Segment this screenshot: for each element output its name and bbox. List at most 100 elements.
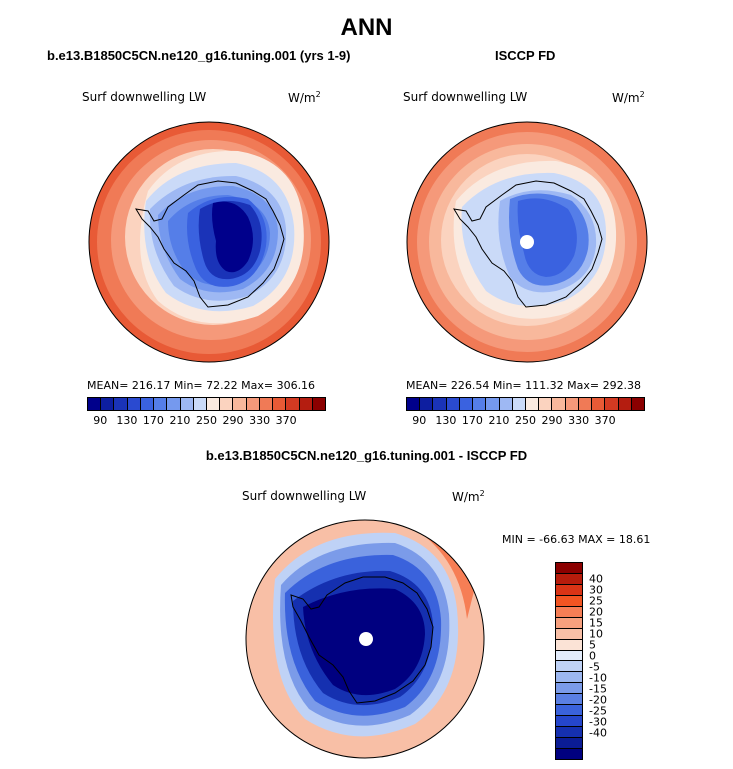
colorbar-tick-label: -30 bbox=[589, 715, 607, 728]
obs-polar-map bbox=[406, 121, 648, 363]
obs-stats: MEAN= 226.54 Min= 111.32 Max= 292.38 bbox=[406, 379, 642, 392]
colorbar-tick-label: -15 bbox=[589, 682, 607, 695]
colorbar-tick-label: 5 bbox=[589, 638, 596, 651]
colorbar-swatch bbox=[592, 398, 606, 410]
colorbar-tick-label: 20 bbox=[589, 605, 603, 618]
colorbar-swatch bbox=[556, 727, 582, 738]
colorbar-swatch bbox=[246, 398, 260, 410]
colorbar-swatch bbox=[556, 573, 582, 585]
colorbar-tick-label: 210 bbox=[169, 414, 191, 427]
colorbar-tick-label: 330 bbox=[249, 414, 271, 427]
colorbar-tick-label: -10 bbox=[589, 671, 607, 684]
colorbar-swatch bbox=[512, 398, 526, 410]
colorbar-swatch bbox=[88, 398, 102, 410]
diff-variable-label: Surf downwelling LW bbox=[242, 489, 367, 503]
colorbar-swatch bbox=[556, 606, 582, 618]
colorbar-swatch bbox=[220, 398, 234, 410]
colorbar-tick-label: 10 bbox=[589, 627, 603, 640]
colorbar-swatch bbox=[459, 398, 474, 410]
model-case-title: b.e13.B1850C5CN.ne120_g16.tuning.001 (yr… bbox=[47, 48, 351, 63]
colorbar-swatch bbox=[154, 398, 168, 410]
obs-colorbar-labels: 90 130 170 210 250 290 330 370 bbox=[406, 414, 645, 428]
colorbar-swatch bbox=[556, 639, 582, 651]
colorbar-swatch bbox=[167, 398, 181, 410]
model-variable-label: Surf downwelling LW bbox=[82, 90, 207, 104]
colorbar-swatch bbox=[556, 705, 582, 717]
pole-missing-data bbox=[359, 632, 373, 646]
colorbar-tick-label: 90 bbox=[93, 414, 108, 427]
colorbar-swatch bbox=[556, 716, 582, 728]
colorbar-swatch bbox=[525, 398, 540, 410]
colorbar-swatch bbox=[631, 398, 644, 410]
colorbar-swatch bbox=[446, 398, 460, 410]
colorbar-swatch bbox=[286, 398, 300, 410]
colorbar-swatch bbox=[473, 398, 487, 410]
antarctica-coastline bbox=[135, 180, 285, 308]
colorbar-swatch bbox=[420, 398, 434, 410]
obs-units-label: W/m2 bbox=[612, 90, 645, 105]
colorbar-swatch bbox=[605, 398, 619, 410]
colorbar-swatch bbox=[578, 398, 593, 410]
diff-polar-map bbox=[245, 519, 485, 759]
colorbar-tick-label: 210 bbox=[488, 414, 510, 427]
colorbar-swatch bbox=[552, 398, 566, 410]
colorbar-swatch bbox=[556, 584, 582, 596]
colorbar-swatch bbox=[556, 694, 582, 706]
colorbar-tick-label: 290 bbox=[541, 414, 563, 427]
colorbar-swatch bbox=[556, 661, 582, 673]
antarctica-coastline bbox=[453, 180, 603, 308]
obs-case-title: ISCCP FD bbox=[495, 48, 556, 63]
colorbar-tick-label: 0 bbox=[589, 649, 596, 662]
colorbar-swatch bbox=[233, 398, 247, 410]
colorbar-tick-label: 170 bbox=[142, 414, 164, 427]
colorbar-swatch bbox=[499, 398, 513, 410]
colorbar-tick-label: -40 bbox=[589, 726, 607, 739]
colorbar-swatch bbox=[140, 398, 155, 410]
colorbar-swatch bbox=[101, 398, 115, 410]
colorbar-swatch bbox=[556, 683, 582, 695]
colorbar-tick-label: 130 bbox=[435, 414, 457, 427]
model-colorbar-labels: 90 130 170 210 250 290 330 370 bbox=[87, 414, 326, 428]
model-units-label: W/m2 bbox=[288, 90, 321, 105]
colorbar-tick-label: -5 bbox=[589, 660, 600, 673]
colorbar-swatch bbox=[180, 398, 194, 410]
colorbar-tick-label: 40 bbox=[589, 572, 603, 585]
colorbar-tick-label: -20 bbox=[589, 693, 607, 706]
colorbar-tick-label: 370 bbox=[275, 414, 297, 427]
colorbar-swatch bbox=[556, 595, 582, 607]
colorbar-swatch bbox=[127, 398, 141, 410]
colorbar-swatch bbox=[486, 398, 500, 410]
colorbar-tick-label: 290 bbox=[222, 414, 244, 427]
colorbar-tick-label: 30 bbox=[589, 583, 603, 596]
obs-colorbar bbox=[406, 397, 645, 411]
diff-colorbar bbox=[555, 562, 583, 760]
diff-units-label: W/m2 bbox=[452, 489, 485, 504]
colorbar-tick-label: 170 bbox=[461, 414, 483, 427]
colorbar-tick-label: -25 bbox=[589, 704, 607, 717]
model-colorbar bbox=[87, 397, 326, 411]
colorbar-swatch bbox=[556, 672, 582, 684]
colorbar-swatch bbox=[114, 398, 128, 410]
pole-missing-data bbox=[520, 235, 534, 249]
antarctica-coastline bbox=[290, 576, 434, 704]
colorbar-swatch bbox=[618, 398, 632, 410]
colorbar-tick-label: 15 bbox=[589, 616, 603, 629]
colorbar-swatch bbox=[556, 650, 582, 662]
colorbar-swatch bbox=[556, 563, 582, 574]
colorbar-tick-label: 90 bbox=[412, 414, 427, 427]
colorbar-swatch bbox=[565, 398, 579, 410]
colorbar-swatch bbox=[556, 617, 582, 629]
colorbar-swatch bbox=[556, 748, 582, 759]
colorbar-tick-label: 25 bbox=[589, 594, 603, 607]
colorbar-tick-label: 250 bbox=[196, 414, 217, 427]
diff-title: b.e13.B1850C5CN.ne120_g16.tuning.001 - I… bbox=[205, 448, 528, 463]
colorbar-swatch bbox=[273, 398, 287, 410]
colorbar-tick-label: 130 bbox=[116, 414, 138, 427]
colorbar-swatch bbox=[259, 398, 274, 410]
colorbar-swatch bbox=[556, 628, 582, 640]
colorbar-swatch bbox=[433, 398, 447, 410]
diff-stats: MIN = -66.63 MAX = 18.61 bbox=[502, 533, 651, 546]
model-polar-map bbox=[88, 121, 330, 363]
colorbar-swatch bbox=[407, 398, 421, 410]
colorbar-swatch bbox=[299, 398, 313, 410]
